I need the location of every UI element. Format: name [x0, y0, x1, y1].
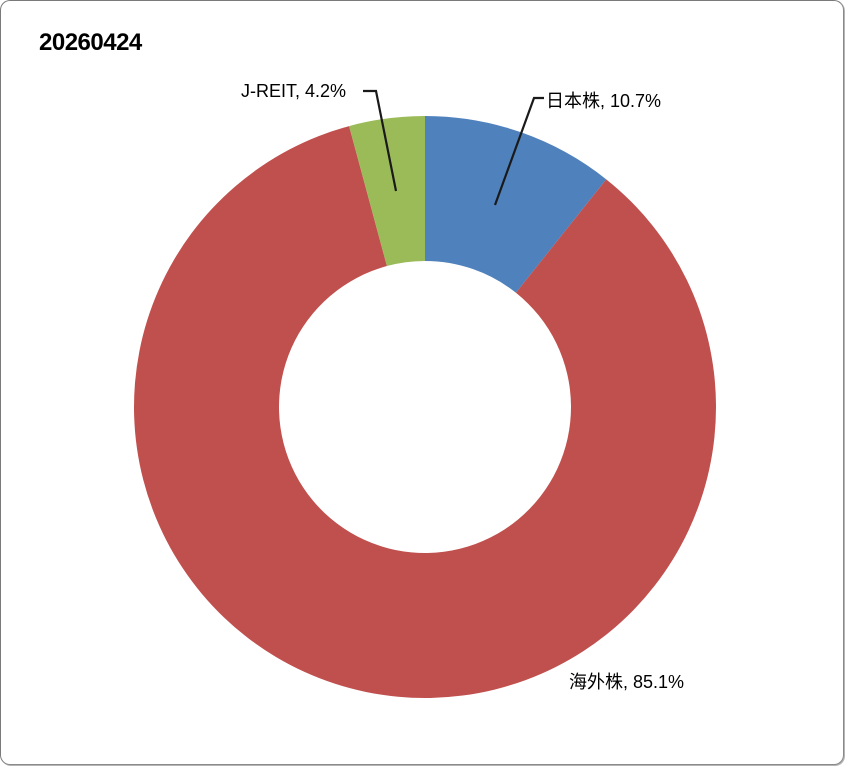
leader-line-j-reit	[363, 89, 398, 192]
leader-lines	[363, 89, 544, 206]
slice-label-overseas-stocks: 海外株, 85.1%	[569, 672, 685, 692]
slice-overseas-stocks[interactable]	[134, 126, 716, 698]
chart-title: 20260424	[39, 29, 142, 56]
slice-label-japan-stocks: 日本株, 10.7%	[546, 91, 662, 111]
slice-label-j-reit: J-REIT, 4.2%	[241, 81, 347, 101]
leader-line-japan-stocks	[493, 96, 544, 206]
slice-j-reit[interactable]	[349, 116, 425, 267]
donut-slices	[134, 116, 716, 698]
slice-japan-stocks[interactable]	[425, 116, 607, 293]
